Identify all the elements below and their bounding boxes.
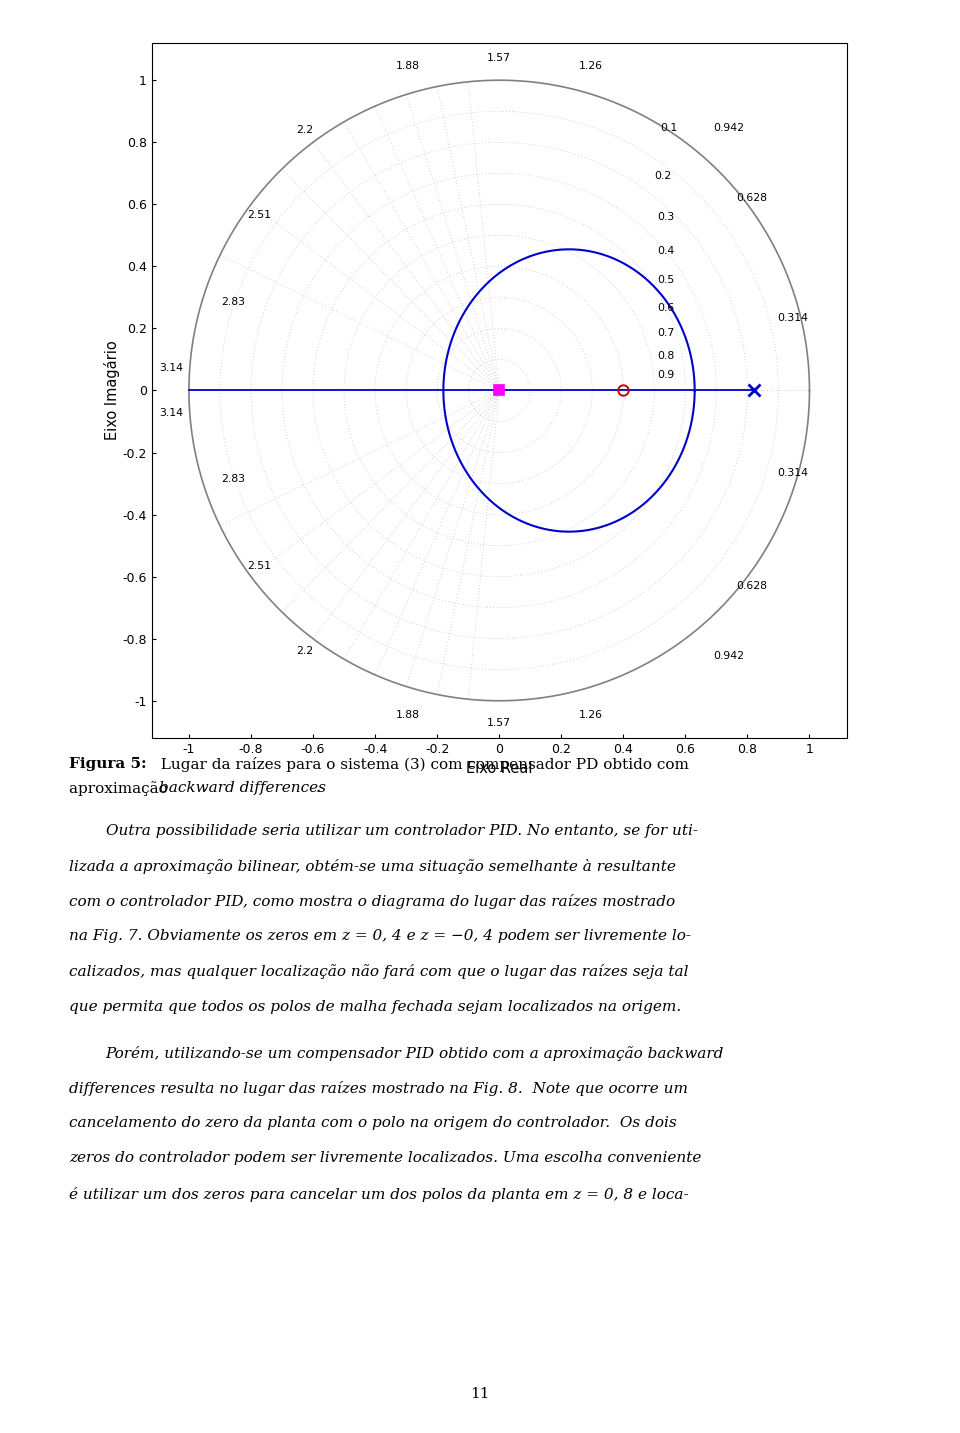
Text: 3.14: 3.14 (158, 407, 182, 417)
Text: 1.57: 1.57 (487, 53, 511, 63)
Text: 0.942: 0.942 (713, 651, 744, 661)
Text: 2.2: 2.2 (296, 646, 313, 656)
Text: cancelamento do zero da planta com o polo na origem do controlador.  Os dois: cancelamento do zero da planta com o pol… (69, 1116, 677, 1131)
Text: 2.51: 2.51 (247, 560, 271, 570)
Text: 2.51: 2.51 (247, 211, 271, 221)
Text: 0.942: 0.942 (713, 123, 744, 133)
Text: backward differences: backward differences (159, 781, 326, 795)
Text: 0.5: 0.5 (658, 275, 675, 285)
Text: 0.9: 0.9 (658, 370, 675, 380)
Text: aproximação: aproximação (69, 781, 173, 795)
Text: 1.88: 1.88 (396, 62, 420, 70)
Text: 0.1: 0.1 (660, 123, 678, 133)
Text: 1.26: 1.26 (579, 711, 603, 719)
Text: 0.7: 0.7 (658, 328, 675, 338)
Text: 0.8: 0.8 (658, 351, 675, 361)
Text: 1.88: 1.88 (396, 711, 420, 719)
Text: zeros do controlador podem ser livremente localizados. Uma escolha conveniente: zeros do controlador podem ser livrement… (69, 1152, 702, 1165)
Text: 3.14: 3.14 (158, 364, 182, 374)
Text: 11: 11 (470, 1387, 490, 1401)
X-axis label: Eixo Real: Eixo Real (466, 761, 533, 777)
Text: 0.314: 0.314 (777, 467, 808, 477)
Text: 0.628: 0.628 (736, 580, 768, 590)
Y-axis label: Eixo Imagário: Eixo Imagário (104, 341, 120, 440)
Text: calizados, mas qualquer localização não fará com que o lugar das raízes seja tal: calizados, mas qualquer localização não … (69, 964, 688, 979)
Text: 0.314: 0.314 (777, 312, 808, 322)
Text: Porém, utilizando-se um compensador PID obtido com a aproximação backward: Porém, utilizando-se um compensador PID … (106, 1046, 724, 1060)
Text: 2.2: 2.2 (296, 125, 313, 135)
Text: 1.57: 1.57 (487, 718, 511, 728)
Text: Outra possibilidade seria utilizar um controlador PID. No entanto, se for uti-: Outra possibilidade seria utilizar um co… (106, 824, 698, 838)
Text: 0.628: 0.628 (736, 193, 768, 203)
Text: é utilizar um dos zeros para cancelar um dos polos da planta em z = 0, 8 e loca-: é utilizar um dos zeros para cancelar um… (69, 1187, 688, 1201)
Text: 0.3: 0.3 (658, 212, 675, 222)
Text: 0.2: 0.2 (655, 172, 672, 182)
Text: com o controlador PID, como mostra o diagrama do lugar das raízes mostrado: com o controlador PID, como mostra o dia… (69, 894, 675, 909)
Text: 0.4: 0.4 (658, 246, 675, 257)
Text: 2.83: 2.83 (221, 297, 245, 307)
Text: Figura 5:: Figura 5: (69, 757, 147, 771)
Text: .: . (316, 781, 321, 795)
Text: differences resulta no lugar das raízes mostrado na Fig. 8.  Note que ocorre um: differences resulta no lugar das raízes … (69, 1082, 688, 1096)
Text: 0.6: 0.6 (658, 304, 675, 314)
Text: Lugar da raízes para o sistema (3) com compensador PD obtido com: Lugar da raízes para o sistema (3) com c… (151, 757, 688, 771)
Text: lizada a aproximação bilinear, obtém-se uma situação semelhante à resultante: lizada a aproximação bilinear, obtém-se … (69, 860, 676, 874)
Text: 2.83: 2.83 (221, 474, 245, 484)
Text: na Fig. 7. Obviamente os zeros em z = 0, 4 e z = −0, 4 podem ser livremente lo-: na Fig. 7. Obviamente os zeros em z = 0,… (69, 930, 691, 943)
Text: 1.26: 1.26 (579, 62, 603, 70)
Text: que permita que todos os polos de malha fechada sejam localizados na origem.: que permita que todos os polos de malha … (69, 1000, 682, 1013)
